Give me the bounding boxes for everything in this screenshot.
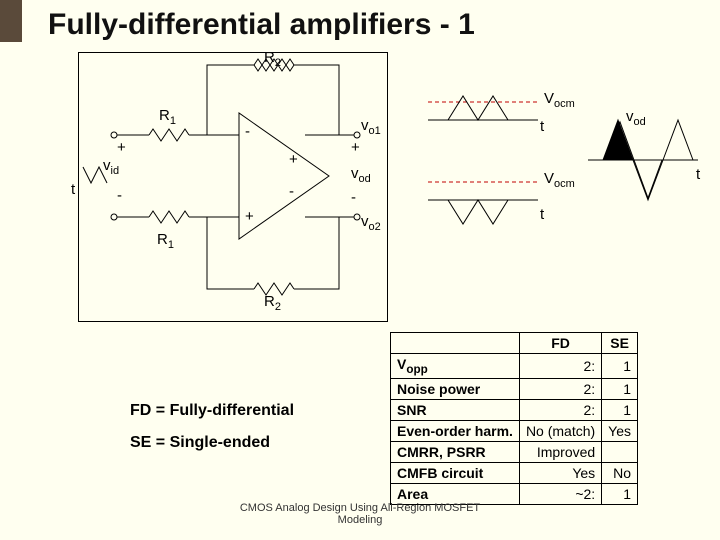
def-se: SE = Single-ended xyxy=(130,434,294,452)
table-cell-se: 1 xyxy=(602,378,638,399)
table-row: SNR2:1 xyxy=(391,399,638,420)
amp-plus-bot: + xyxy=(245,208,254,225)
label-t3: t xyxy=(696,166,700,183)
label-t1: t xyxy=(540,118,544,135)
waveforms: Vocm t Vocm t vod t xyxy=(428,90,708,250)
table-cell-fd: 2: xyxy=(519,399,601,420)
label-out-plus: + xyxy=(351,139,360,156)
table-row: Even-order harm.No (match)Yes xyxy=(391,420,638,441)
comparison-table: FD SE Vopp2:1Noise power2:1SNR2:1Even-or… xyxy=(390,332,638,505)
table-cell-se: 1 xyxy=(602,354,638,379)
page-title: Fully-differential amplifiers - 1 xyxy=(48,8,475,42)
table-row-label: SNR xyxy=(391,399,520,420)
circuit-svg xyxy=(79,53,389,323)
label-vo1: vo1 xyxy=(361,117,381,137)
label-vid: vid xyxy=(103,157,119,177)
table-header-blank xyxy=(391,333,520,354)
table-cell-fd: 2: xyxy=(519,378,601,399)
table-row-label: CMFB circuit xyxy=(391,462,520,483)
label-vocm-top: Vocm xyxy=(544,90,575,110)
table-cell-fd: Yes xyxy=(519,462,601,483)
table-row: CMRR, PSRRImproved xyxy=(391,441,638,462)
table-row-label: Vopp xyxy=(391,354,520,379)
table-row-label: CMRR, PSRR xyxy=(391,441,520,462)
table-row: CMFB circuitYesNo xyxy=(391,462,638,483)
definitions: FD = Fully-differential SE = Single-ende… xyxy=(130,402,294,452)
footer: CMOS Analog Design Using All-Region MOSF… xyxy=(0,502,720,526)
table-header-fd: FD xyxy=(519,333,601,354)
amp-out-plus: + xyxy=(289,151,298,168)
table-cell-fd: 2: xyxy=(519,354,601,379)
label-r2-bot: R2 xyxy=(264,293,281,313)
label-vod-wave: vod xyxy=(626,108,646,128)
label-r1-bot: R1 xyxy=(157,231,174,251)
table-row-label: Even-order harm. xyxy=(391,420,520,441)
table-header-se: SE xyxy=(602,333,638,354)
table-cell-se: 1 xyxy=(602,399,638,420)
table-cell-fd: Improved xyxy=(519,441,601,462)
table-cell-se: No xyxy=(602,462,638,483)
label-t-left: t xyxy=(71,181,75,198)
label-out-minus: - xyxy=(351,189,356,206)
table-row-label: Noise power xyxy=(391,378,520,399)
label-vocm-bot: Vocm xyxy=(544,170,575,190)
label-t2: t xyxy=(540,206,544,223)
circuit-diagram: R2 R1 + vid t - R1 R2 - + + - vo1 + vod … xyxy=(78,52,388,322)
label-in-plus: + xyxy=(117,139,126,156)
table-row: Vopp2:1 xyxy=(391,354,638,379)
amp-minus-top: - xyxy=(245,123,250,140)
table-cell-se: Yes xyxy=(602,420,638,441)
accent-bar xyxy=(0,0,22,42)
def-fd: FD = Fully-differential xyxy=(130,402,294,420)
table-cell-se xyxy=(602,441,638,462)
label-r1-top: R1 xyxy=(159,107,176,127)
amp-out-minus: - xyxy=(289,183,294,200)
label-r2-top: R2 xyxy=(264,49,281,69)
label-in-minus: - xyxy=(117,187,122,204)
label-vod: vod xyxy=(351,165,371,185)
table-row: Noise power2:1 xyxy=(391,378,638,399)
table-cell-fd: No (match) xyxy=(519,420,601,441)
label-vo2: vo2 xyxy=(361,213,381,233)
